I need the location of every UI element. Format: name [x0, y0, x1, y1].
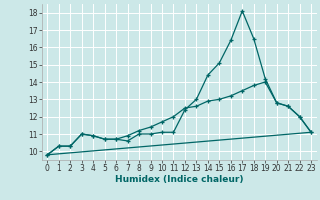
X-axis label: Humidex (Indice chaleur): Humidex (Indice chaleur)	[115, 175, 244, 184]
